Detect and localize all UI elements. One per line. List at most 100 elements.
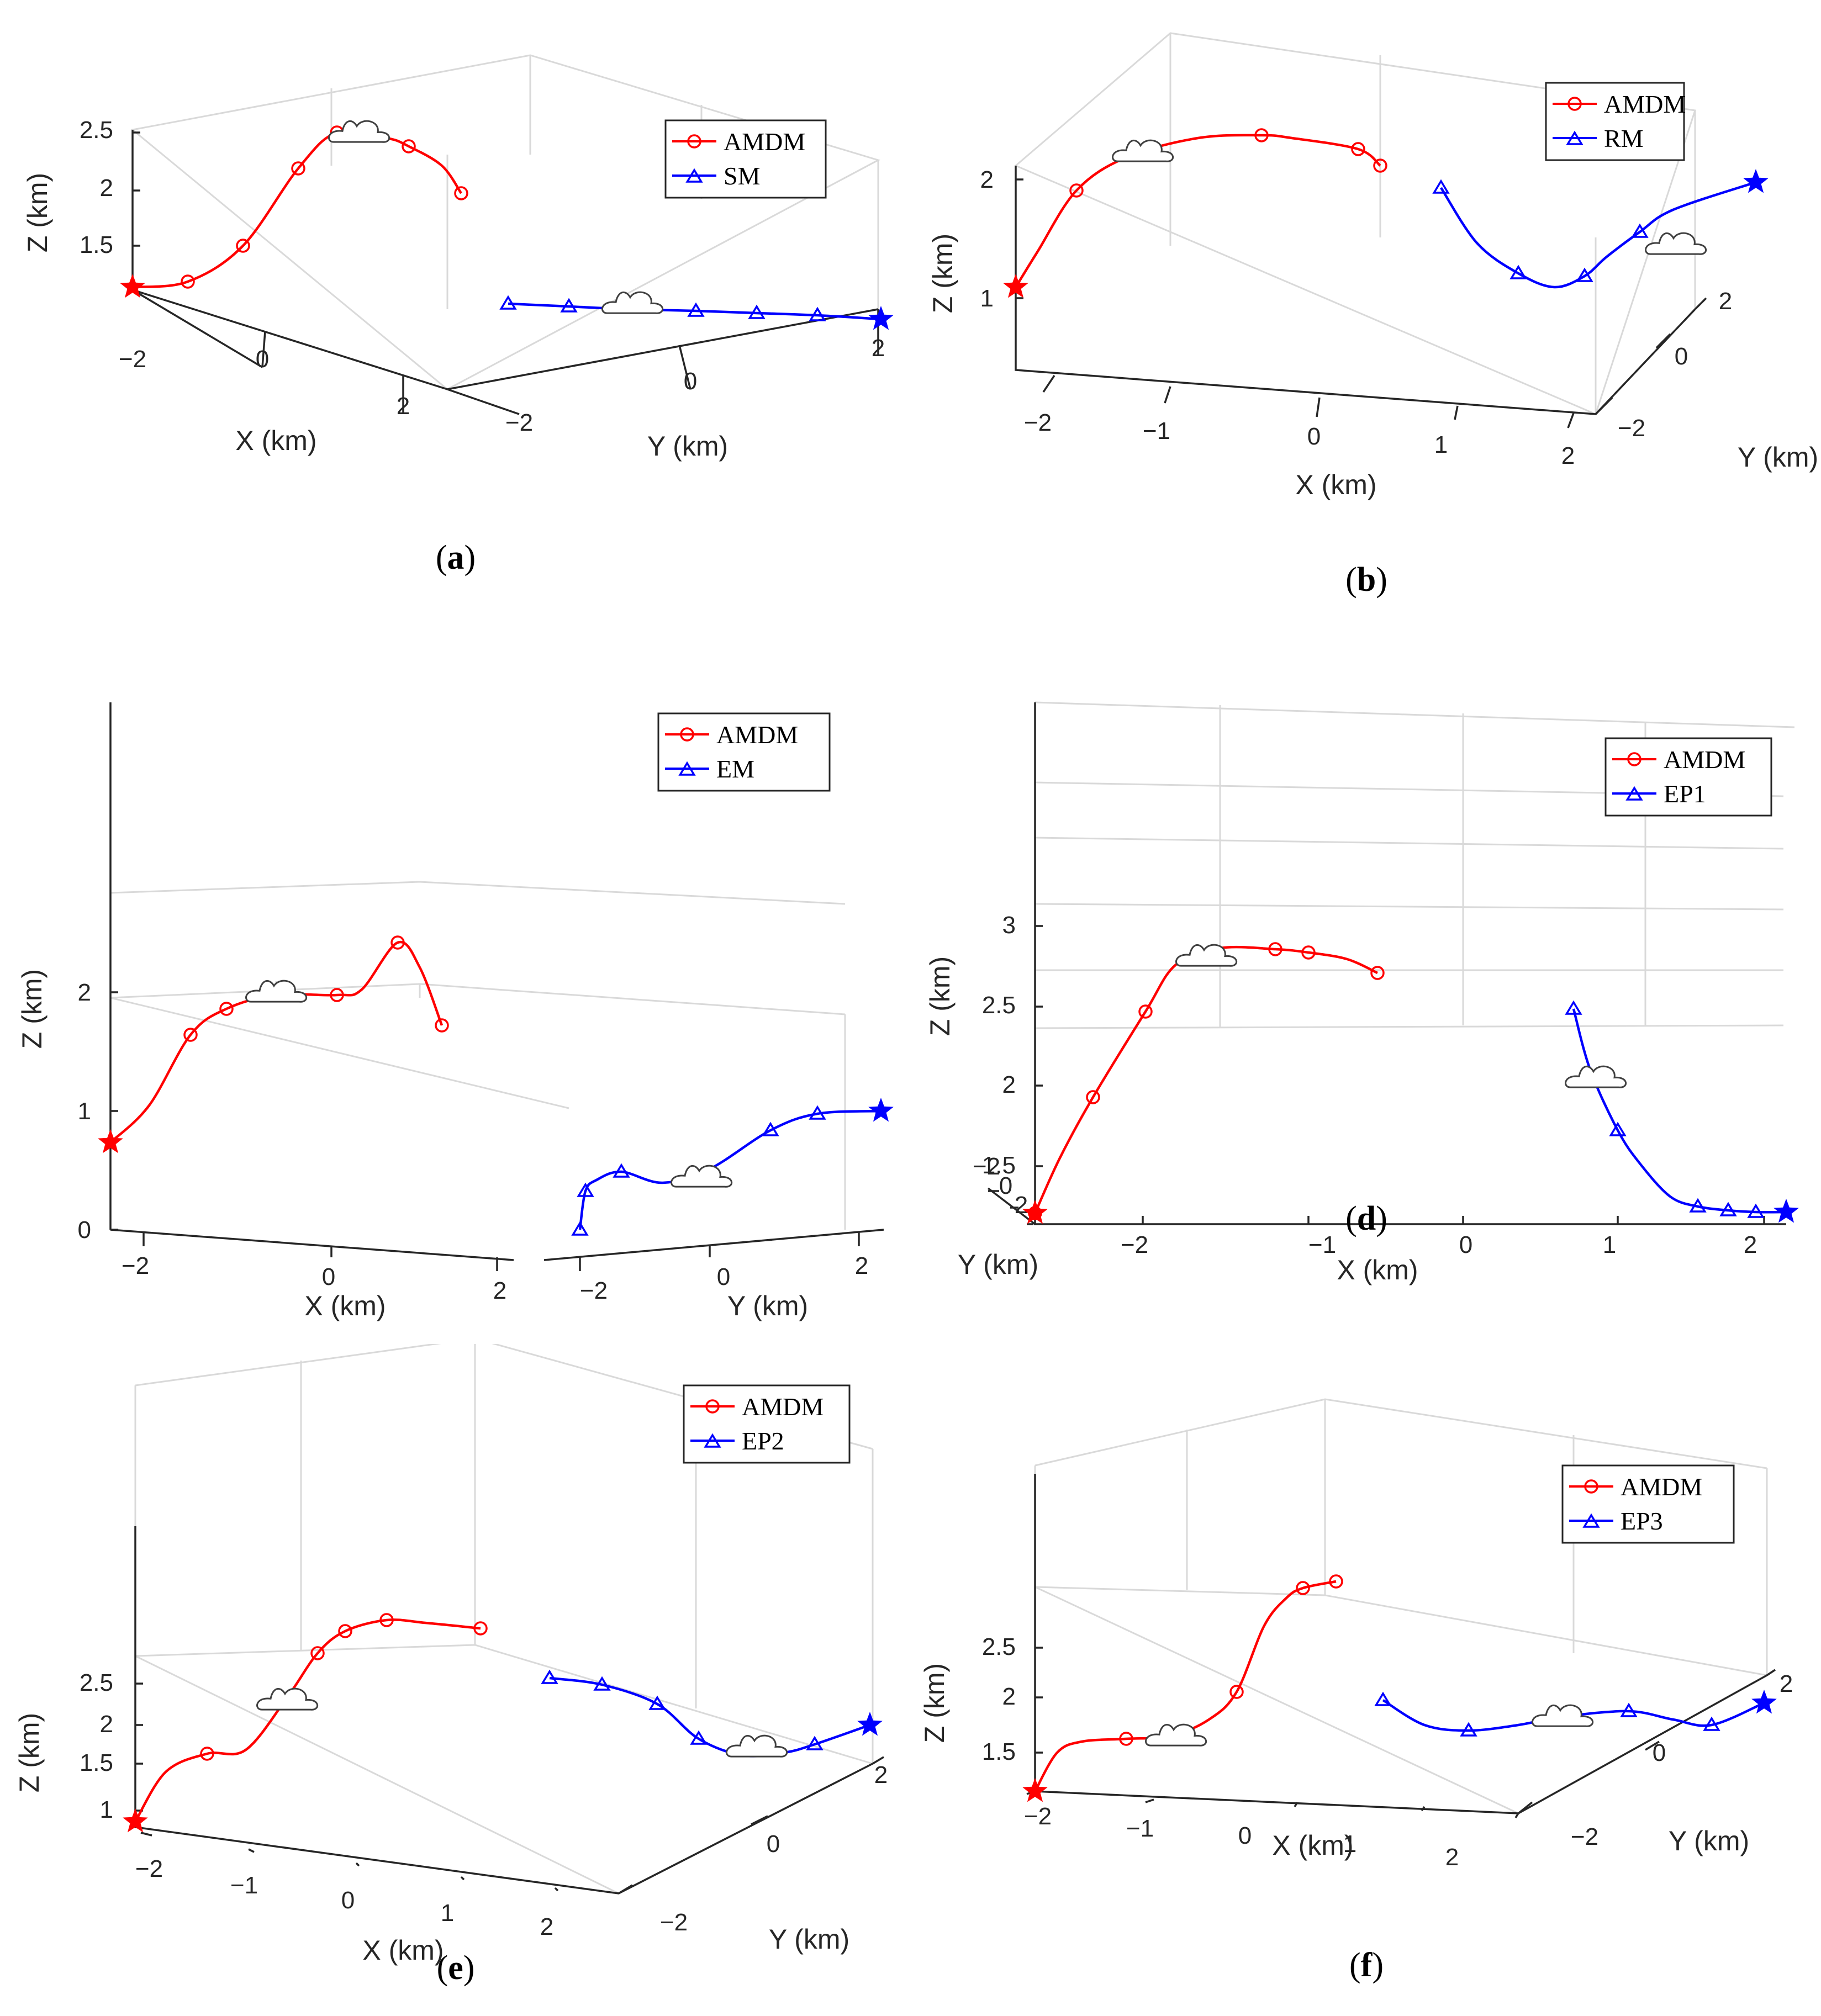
y-tick [1595,396,1613,415]
z-tick-label: 1 [980,285,994,312]
triangle-marker [1609,1121,1627,1136]
circle-marker [1268,942,1282,956]
triangle-marker [1432,179,1450,194]
x-tick-label: 0 [1459,1231,1472,1258]
y-tick [1655,333,1671,349]
series-line-sm [508,302,882,321]
z-tick-label: 1 [78,1098,91,1125]
series-line-rm [1440,181,1756,289]
y-tick-label: −2 [505,409,533,436]
z-axis-label: Z (km) [14,1713,45,1792]
triangle-marker [1566,130,1584,145]
legend: AMDM EM [657,712,831,792]
series-amdm [1022,1574,1343,1802]
x-tick-label: 0 [341,1887,355,1914]
circle-marker [379,1613,394,1627]
triangle-marker [593,1676,611,1691]
triangle-marker [748,304,766,319]
z-tick-label: 3 [1002,912,1016,939]
cloud-icon [328,120,390,143]
triangle-marker [560,298,578,313]
triangle-marker [577,1182,594,1197]
circle-marker [1567,97,1582,111]
star-icon [1774,1199,1799,1223]
x-tick [1454,405,1459,420]
axes [131,130,879,415]
legend-label-other: SM [724,162,760,190]
x-axis-label: X (km) [362,1935,444,1966]
cloud-icon [1112,139,1174,162]
panel-d: −2 −1 0 1 2 −2 0 2 1.5 2 2.5 3 X (km) Y (km) Z (km) AMD… [911,672,1821,1344]
triangle-marker [1509,264,1527,279]
circle-marker [1373,158,1387,173]
cloud-icon [1565,1065,1627,1088]
x-tick-label: −2 [1024,409,1052,436]
circle-marker [1138,1004,1153,1019]
circle-marker [435,1018,449,1033]
y-axis-label: Y (km) [1669,1825,1749,1856]
panel-caption: (f) [1349,1946,1384,1984]
grid-line [110,881,846,905]
z-tick-label: 2.5 [982,1633,1016,1660]
y-tick-label: 0 [717,1263,730,1290]
z-tick-label: 2 [100,174,113,202]
z-axis-label: Z (km) [22,173,53,252]
y-tick-label: −2 [660,1909,688,1936]
y-axis-label: Y (km) [958,1249,1038,1280]
triangle-marker [1689,1198,1707,1213]
series-amdm [1022,942,1385,1224]
circle-marker [1254,128,1269,142]
x-tick-label: 1 [1343,1830,1356,1858]
legend-box [657,712,831,792]
x-tick [1316,397,1321,417]
cloud-icon [1145,1723,1207,1747]
legend: AMDM EP3 [1561,1464,1735,1544]
legend-label-amdm: AMDM [716,721,798,749]
x-tick-label: −1 [1143,417,1170,445]
grid-line [1034,701,1795,728]
axis-line [543,1229,884,1261]
x-tick-label: 2 [1561,442,1575,469]
y-tick [751,1815,768,1825]
cloud-icon [726,1734,788,1758]
circle-marker [402,139,416,154]
star-icon [868,1098,894,1122]
triangle-marker [1719,1202,1737,1216]
star-icon [868,306,894,330]
triangle-marker [806,1735,824,1750]
y-tick-label: 0 [684,368,697,395]
y-axis-label: Y (km) [769,1924,849,1955]
legend-label-other: EP3 [1621,1507,1663,1535]
y-tick-label: −2 [580,1277,608,1304]
series-amdm [123,1613,488,1833]
circle-marker [1119,1732,1133,1746]
triangle-marker [809,306,826,321]
legend: AMDM EP1 [1604,737,1772,817]
triangle-marker [499,295,517,310]
series-ep2 [541,1669,883,1758]
x-tick [261,331,266,368]
x-tick [1421,1806,1426,1812]
circle-marker [705,1399,720,1414]
triangle-marker [690,1730,708,1745]
triangle-marker [1565,1000,1582,1015]
x-tick-label: 2 [1445,1844,1459,1871]
cloud-icon [671,1165,733,1188]
x-axis-label: X (km) [304,1290,386,1321]
chart-b: −2 −1 0 1 2 −2 0 2 1 2 X (km) Y (km) Z (km) AMDM RM (b) [927,32,1818,599]
legend-label-amdm: AMDM [742,1393,824,1421]
panel-b: −2 −1 0 1 2 −2 0 2 1 2 X (km) Y (km) Z (km) AMDM RM (b) [911,0,1821,672]
z-tick-label: 2 [1002,1071,1016,1098]
x-axis-label: X (km) [1337,1255,1418,1285]
x-tick [248,1848,255,1853]
triangle-marker [1631,223,1649,238]
x-tick-label: −2 [119,346,146,373]
series-sm [499,295,894,330]
star-icon [1022,1778,1048,1802]
z-axis-label: Z (km) [919,1663,950,1743]
y-tick [678,345,692,390]
series-line-ep1 [1572,1008,1787,1214]
grid-lines [130,54,880,390]
